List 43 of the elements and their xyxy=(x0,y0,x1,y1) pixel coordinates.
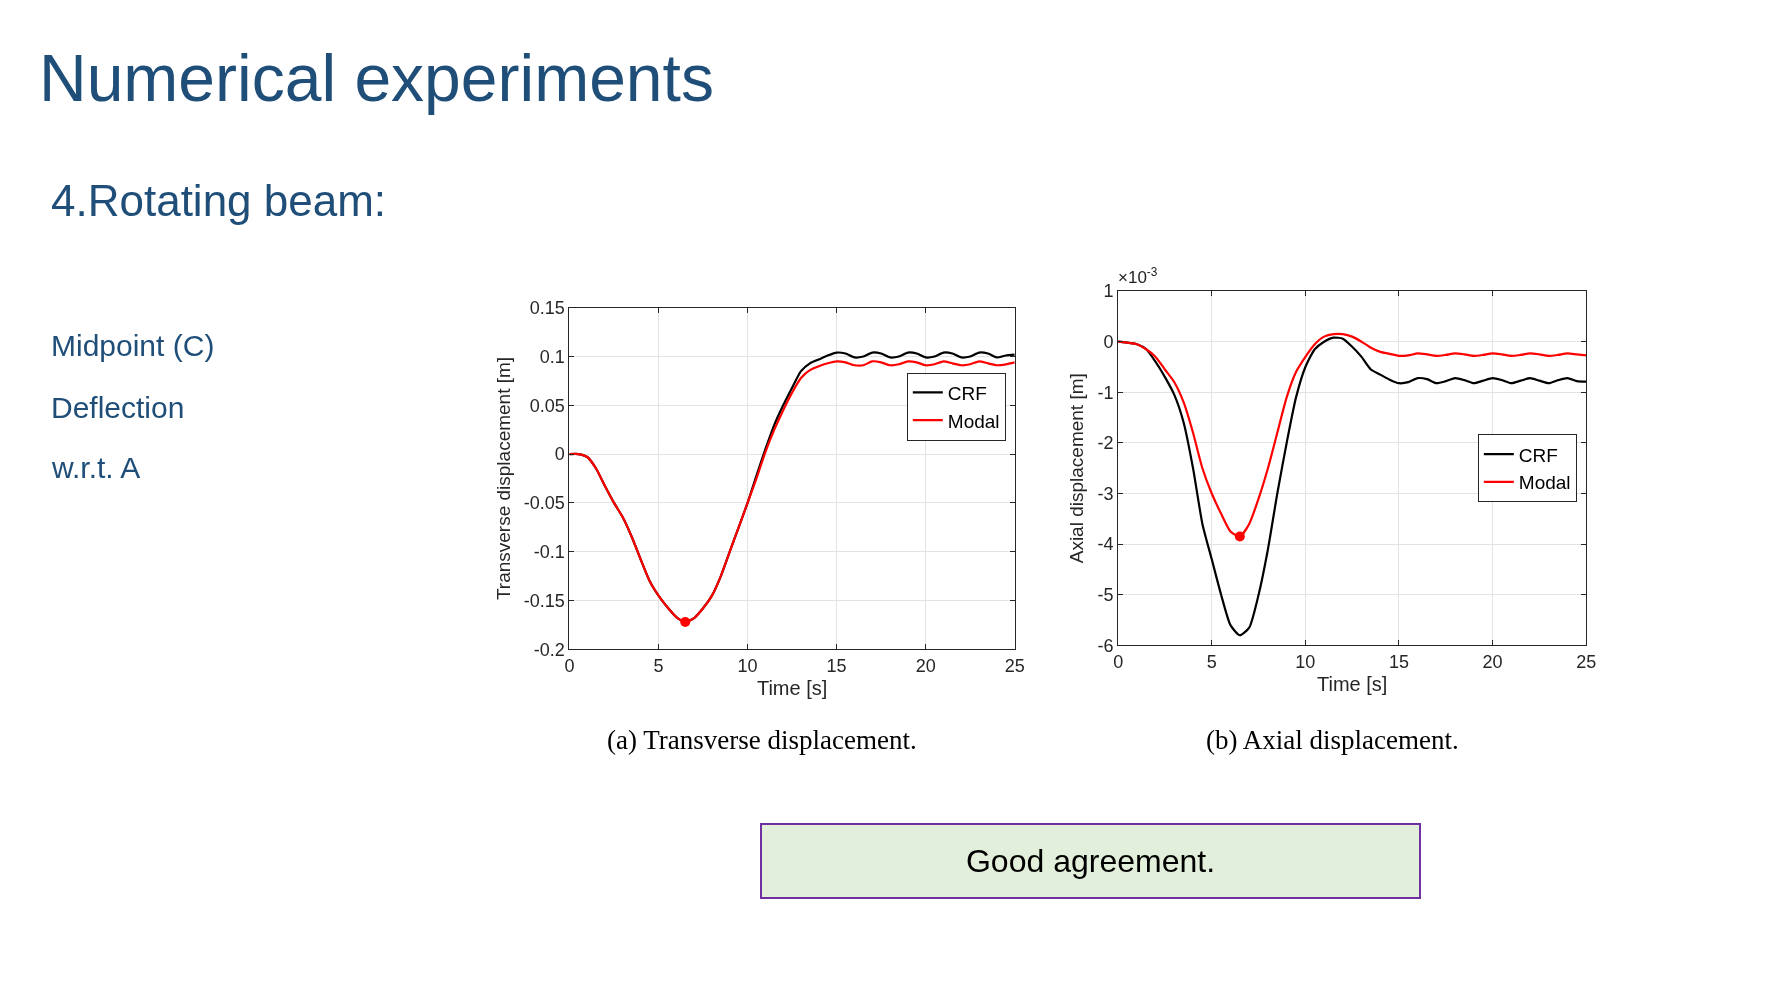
y-axis-title: Transverse displacement [m] xyxy=(492,356,514,601)
text: (b) Axial displacement. xyxy=(1206,725,1459,755)
y-tick-label: -2 xyxy=(1097,433,1114,454)
x-tick-label: 25 xyxy=(1004,655,1025,676)
y-axis-title: Axial displacement [m] xyxy=(1066,373,1088,564)
text: ×10$^{-3}$ xyxy=(1118,265,1158,288)
legend-label: CRF xyxy=(947,382,987,404)
y-tick-label: 1 xyxy=(1103,281,1114,302)
text: Midpoint (C) xyxy=(51,329,215,362)
x-tick-label: 15 xyxy=(1388,651,1409,672)
text: Good agreement. xyxy=(965,843,1216,879)
legend-label: Modal xyxy=(947,410,1000,432)
y-tick-label: -5 xyxy=(1097,585,1114,606)
x-tick-label: 20 xyxy=(915,655,936,676)
x-tick-label: 10 xyxy=(737,655,758,676)
y-tick-label: -4 xyxy=(1097,534,1114,555)
y-tick-label: 0.15 xyxy=(529,297,565,318)
y-tick-label: 0 xyxy=(554,444,565,465)
x-tick-label: 20 xyxy=(1482,651,1503,672)
chart-title: Numerical experiments xyxy=(39,41,714,115)
text: w.r.t. A xyxy=(51,451,141,484)
x-tick-label: 10 xyxy=(1295,651,1316,672)
y-tick-label: 0 xyxy=(1103,332,1114,352)
chart-subtitle: 4.Rotating beam: xyxy=(51,176,387,225)
x-axis-title: Time [s] xyxy=(756,677,828,700)
y-tick-label: -3 xyxy=(1097,483,1114,504)
y-tick-label: -0.05 xyxy=(523,493,565,514)
text: Deflection xyxy=(51,391,185,424)
text: (a) Transverse displacement. xyxy=(607,725,917,755)
y-tick-label: 0.1 xyxy=(539,346,565,367)
y-tick-label: 0.05 xyxy=(529,395,565,416)
y-tick-label: -0.15 xyxy=(523,590,565,611)
x-axis-title: Time [s] xyxy=(1316,673,1388,696)
legend-label: CRF xyxy=(1518,444,1558,466)
y-tick-label: -6 xyxy=(1097,635,1114,656)
legend-label: Modal xyxy=(1518,472,1571,494)
x-tick-label: 25 xyxy=(1576,651,1597,672)
x-tick-label: 5 xyxy=(1206,651,1217,672)
y-tick-label: -1 xyxy=(1097,382,1114,403)
y-tick-label: -0.2 xyxy=(533,639,565,660)
x-tick-label: 5 xyxy=(653,655,664,676)
x-tick-label: 15 xyxy=(826,655,847,676)
y-tick-label: -0.1 xyxy=(533,541,565,562)
